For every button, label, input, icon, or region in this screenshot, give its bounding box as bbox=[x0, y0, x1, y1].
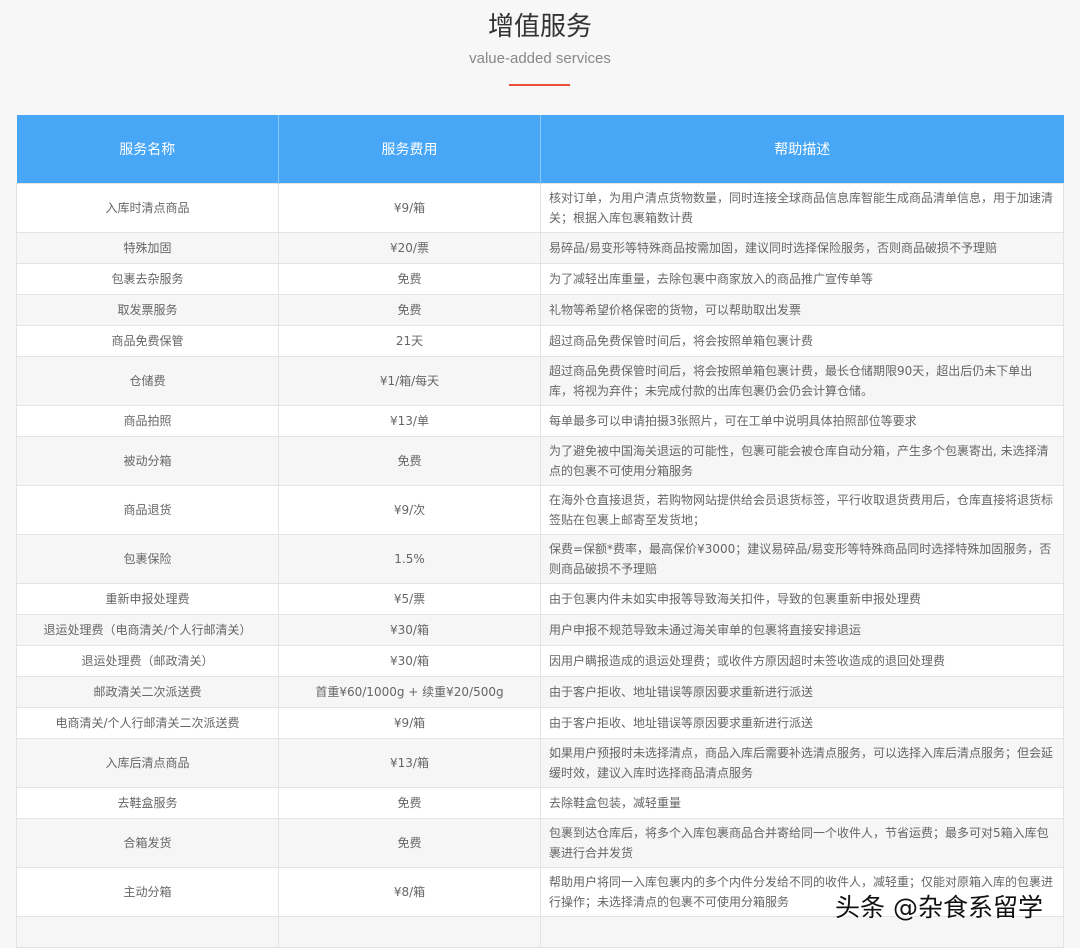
service-name-cell: 商品拍照 bbox=[16, 405, 279, 437]
table-row: 商品拍照 ¥13/单 每单最多可以申请拍摄3张照片，可在工单中说明具体拍照部位等要求 bbox=[16, 405, 1064, 437]
service-name-cell: 入库时清点商品 bbox=[16, 183, 279, 233]
table-row: 特殊加固 ¥20/票 易碎品/易变形等特殊商品按需加固，建议同时选择保险服务，否则商… bbox=[16, 232, 1064, 264]
watermark: 头条 @杂食系留学 bbox=[835, 893, 1043, 922]
service-description-cell: 超过商品免费保管时间后，将会按照单箱包裹计费 bbox=[540, 325, 1064, 357]
table-row: 商品免费保管 21天 超过商品免费保管时间后，将会按照单箱包裹计费 bbox=[16, 325, 1064, 357]
service-description-cell: 因用户瞒报造成的退运处理费；或收件方原因超时未签收造成的退回处理费 bbox=[540, 645, 1064, 677]
service-fee-cell: ¥13/箱 bbox=[278, 738, 541, 788]
service-name-cell: 重新申报处理费 bbox=[16, 583, 279, 615]
service-fee-cell: 免费 bbox=[278, 787, 541, 819]
service-name-cell: 去鞋盒服务 bbox=[16, 787, 279, 819]
service-description-cell: 在海外仓直接退货，若购物网站提供给会员退货标签，平行收取退货费用后，仓库直接将退… bbox=[540, 485, 1064, 535]
service-description-cell: 为了避免被中国海关退运的可能性，包裹可能会被仓库自动分箱，产生多个包裹寄出, 未… bbox=[540, 436, 1064, 486]
service-description-cell: 易碎品/易变形等特殊商品按需加固，建议同时选择保险服务，否则商品破损不予理赔 bbox=[540, 232, 1064, 264]
table-row: 入库时清点商品 ¥9/箱 核对订单，为用户清点货物数量，同时连接全球商品信息库智能生… bbox=[16, 183, 1064, 233]
column-header-fee: 服务费用 bbox=[278, 115, 541, 184]
title-underline bbox=[509, 84, 570, 86]
service-name-cell: 仓储费 bbox=[16, 356, 279, 406]
service-fee-cell: 免费 bbox=[278, 294, 541, 326]
service-description-cell: 超过商品免费保管时间后，将会按照单箱包裹计费，最长仓储期限90天，超出后仍未下单… bbox=[540, 356, 1064, 406]
table-row: 合箱发货 免费 包裹到达仓库后，将多个入库包裹商品合并寄给同一个收件人，节省运费；最… bbox=[16, 818, 1064, 868]
service-fee-cell: 1.5% bbox=[278, 534, 541, 584]
service-fee-cell: ¥30/箱 bbox=[278, 645, 541, 677]
table-header-row: 服务名称 服务费用 帮助描述 bbox=[16, 115, 1064, 184]
table-row: 电商清关/个人行邮清关二次派送费 ¥9/箱 由于客户拒收、地址错误等原因要求重新进行… bbox=[16, 707, 1064, 739]
table-row: 商品退货 ¥9/次 在海外仓直接退货，若购物网站提供给会员退货标签，平行收取退货费用… bbox=[16, 485, 1064, 535]
service-description-cell: 由于客户拒收、地址错误等原因要求重新进行派送 bbox=[540, 707, 1064, 739]
service-description-cell: 保费=保额*费率，最高保价¥3000；建议易碎品/易变形等特殊商品同时选择特殊加… bbox=[540, 534, 1064, 584]
service-name-cell: 取发票服务 bbox=[16, 294, 279, 326]
service-name-cell: 商品免费保管 bbox=[16, 325, 279, 357]
page-subtitle: value-added services bbox=[469, 50, 611, 67]
service-description-cell: 由于客户拒收、地址错误等原因要求重新进行派送 bbox=[540, 676, 1064, 708]
service-name-cell: 退运处理费（邮政清关） bbox=[16, 645, 279, 677]
service-description-cell: 核对订单，为用户清点货物数量，同时连接全球商品信息库智能生成商品清单信息，用于加… bbox=[540, 183, 1064, 233]
table-row: 主动分箱 ¥8/箱 帮助用户将同一入库包裹内的多个内件分发给不同的收件人，减轻重；仅… bbox=[16, 867, 1064, 917]
service-name-cell: 特殊加固 bbox=[16, 232, 279, 264]
service-name-cell: 商品退货 bbox=[16, 485, 279, 535]
service-description-cell: 礼物等希望价格保密的货物，可以帮助取出发票 bbox=[540, 294, 1064, 326]
service-fee-cell: ¥9/箱 bbox=[278, 707, 541, 739]
service-name-cell: 入库后清点商品 bbox=[16, 738, 279, 788]
table-row: 去鞋盒服务 免费 去除鞋盒包装，减轻重量 bbox=[16, 787, 1064, 819]
table-row: 退运处理费（邮政清关） ¥30/箱 因用户瞒报造成的退运处理费；或收件方原因超时未签… bbox=[16, 645, 1064, 677]
service-fee-cell: ¥13/单 bbox=[278, 405, 541, 437]
service-name-cell: 电商清关/个人行邮清关二次派送费 bbox=[16, 707, 279, 739]
table-row: 取发票服务 免费 礼物等希望价格保密的货物，可以帮助取出发票 bbox=[16, 294, 1064, 326]
service-fee-cell: ¥9/次 bbox=[278, 485, 541, 535]
service-fee-cell: ¥8/箱 bbox=[278, 867, 541, 917]
service-fee-cell: 免费 bbox=[278, 263, 541, 295]
service-fee-cell: ¥20/票 bbox=[278, 232, 541, 264]
service-fee-cell: 21天 bbox=[278, 325, 541, 357]
service-name-cell: 邮政清关二次派送费 bbox=[16, 676, 279, 708]
table-row: 被动分箱 免费 为了避免被中国海关退运的可能性，包裹可能会被仓库自动分箱，产生多个包… bbox=[16, 436, 1064, 486]
service-description-cell: 由于包裹内件未如实申报等导致海关扣件，导致的包裹重新申报处理费 bbox=[540, 583, 1064, 615]
service-description-cell: 去除鞋盒包装，减轻重量 bbox=[540, 787, 1064, 819]
service-name-cell: 包裹去杂服务 bbox=[16, 263, 279, 295]
service-description-cell: 用户申报不规范导致未通过海关审单的包裹将直接安排退运 bbox=[540, 614, 1064, 646]
service-fee-cell: ¥1/箱/每天 bbox=[278, 356, 541, 406]
page-title: 增值服务 bbox=[487, 12, 592, 42]
service-name-cell: 主动分箱 bbox=[16, 867, 279, 917]
service-name-cell: 合箱发货 bbox=[16, 818, 279, 868]
table-row: 仓储费 ¥1/箱/每天 超过商品免费保管时间后，将会按照单箱包裹计费，最长仓储期限9… bbox=[16, 356, 1064, 406]
service-fee-cell: 首重¥60/1000g + 续重¥20/500g bbox=[278, 676, 541, 708]
service-name-cell: 被动分箱 bbox=[16, 436, 279, 486]
service-description-cell: 帮助用户将同一入库包裹内的多个内件分发给不同的收件人，减轻重；仅能对原箱入库的包… bbox=[540, 867, 1064, 917]
table-row: 包裹保险 1.5% 保费=保额*费率，最高保价¥3000；建议易碎品/易变形等特殊商… bbox=[16, 534, 1064, 584]
table-row: 重新申报处理费 ¥5/票 由于包裹内件未如实申报等导致海关扣件，导致的包裹重新申报处… bbox=[16, 583, 1064, 615]
service-name-cell: 退运处理费（电商清关/个人行邮清关） bbox=[16, 614, 279, 646]
service-description-cell: 如果用户预报时未选择清点，商品入库后需要补选清点服务，可以选择入库后清点服务；但… bbox=[540, 738, 1064, 788]
table-row: 退运处理费（电商清关/个人行邮清关） ¥30/箱 用户申报不规范导致未通过海关审单的… bbox=[16, 614, 1064, 646]
services-table: 服务名称 服务费用 帮助描述 入库时清点商品 ¥9/箱 核对订单，为用户清点货物数量… bbox=[16, 115, 1064, 948]
service-fee-cell: ¥9/箱 bbox=[278, 183, 541, 233]
service-description-cell: 为了减轻出库重量，去除包裹中商家放入的商品推广宣传单等 bbox=[540, 263, 1064, 295]
service-name-cell: 包裹保险 bbox=[16, 534, 279, 584]
service-fee-cell: 免费 bbox=[278, 818, 541, 868]
service-description-cell: 每单最多可以申请拍摄3张照片，可在工单中说明具体拍照部位等要求 bbox=[540, 405, 1064, 437]
service-fee-cell: 免费 bbox=[278, 436, 541, 486]
service-fee-cell: ¥30/箱 bbox=[278, 614, 541, 646]
column-header-description: 帮助描述 bbox=[540, 115, 1064, 184]
column-header-name: 服务名称 bbox=[16, 115, 279, 184]
service-description-cell: 包裹到达仓库后，将多个入库包裹商品合并寄给同一个收件人，节省运费；最多可对5箱入… bbox=[540, 818, 1064, 868]
table-row: 入库后清点商品 ¥13/箱 如果用户预报时未选择清点，商品入库后需要补选清点服务，可… bbox=[16, 738, 1064, 788]
table-row: 邮政清关二次派送费 首重¥60/1000g + 续重¥20/500g 由于客户拒收、… bbox=[16, 676, 1064, 708]
service-fee-cell: ¥5/票 bbox=[278, 583, 541, 615]
table-row: 包裹去杂服务 免费 为了减轻出库重量，去除包裹中商家放入的商品推广宣传单等 bbox=[16, 263, 1064, 295]
